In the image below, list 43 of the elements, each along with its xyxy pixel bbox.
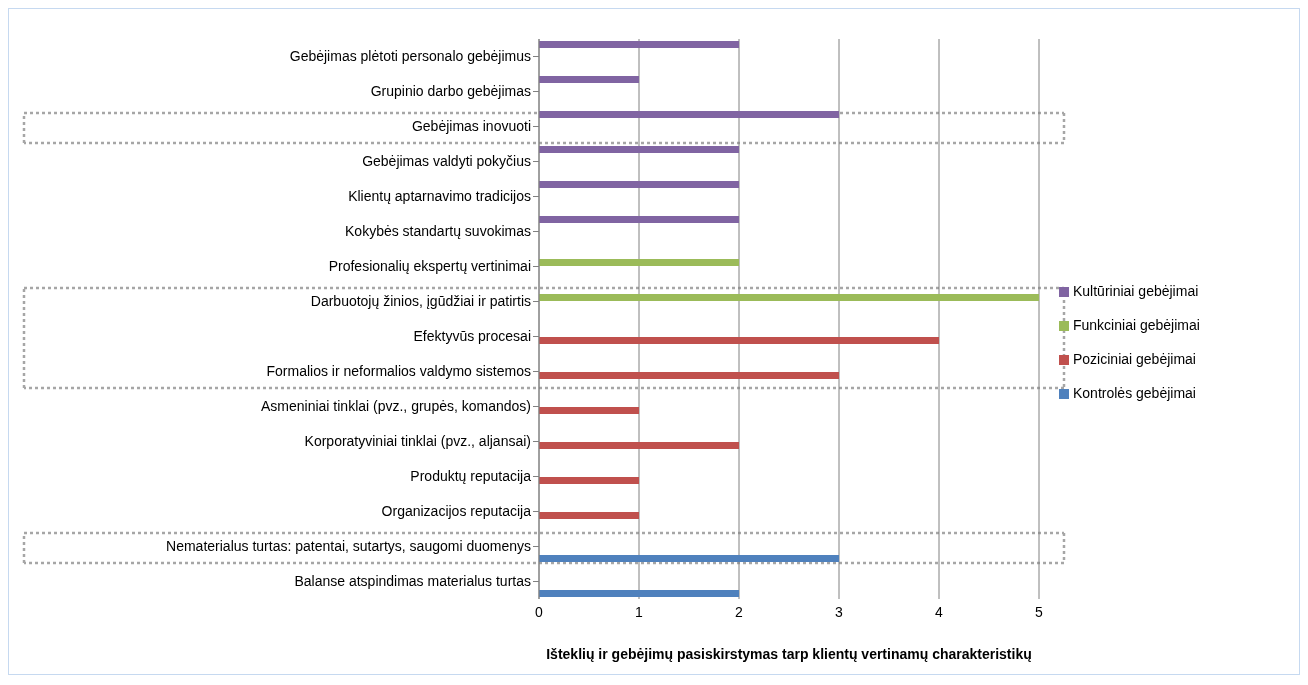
bar [539, 407, 639, 414]
y-tick-label: Darbuotojų žinios, įgūdžiai ir patirtis [310, 293, 531, 310]
y-tick-label: Klientų aptarnavimo tradicijos [348, 188, 531, 205]
legend-label: Kultūriniai gebėjimai [1073, 282, 1199, 299]
bar [539, 181, 739, 188]
legend-label: Funkciniai gebėjimai [1073, 316, 1200, 333]
bar [539, 76, 639, 83]
x-axis-title: Išteklių ir gebėjimų pasiskirstymas tarp klientų vertinamų charakteristikų [546, 646, 1032, 662]
bar [539, 512, 639, 519]
x-tick-label: 0 [535, 603, 544, 620]
y-tick-label: Korporatyviniai tinklai (pvz., aljansai) [304, 433, 531, 450]
bar [539, 259, 739, 266]
y-tick-label: Gebėjimas inovuoti [411, 118, 531, 135]
y-tick-label: Nematerialus turtas: patentai, sutartys, saugomi duomenys [166, 538, 531, 555]
x-tick-label: 4 [935, 603, 944, 620]
y-tick-label: Grupinio darbo gebėjimas [370, 83, 531, 100]
bar [539, 146, 739, 153]
x-tick-label: 3 [835, 603, 844, 620]
x-tick-label: 5 [1035, 603, 1044, 620]
y-tick-label: Produktų reputacija [410, 468, 532, 485]
y-tick-label: Kokybės standartų suvokimas [345, 223, 531, 240]
bar [539, 294, 1039, 301]
y-tick-label: Balanse atspindimas materialus turtas [294, 573, 531, 590]
bar [539, 590, 739, 597]
y-tick-label: Gebėjimas valdyti pokyčius [362, 153, 531, 170]
bar [539, 216, 739, 223]
bar [539, 477, 639, 484]
x-tick-label: 1 [635, 603, 644, 620]
y-tick-label: Asmeniniai tinklai (pvz., grupės, komandos) [260, 398, 531, 415]
y-tick-label: Organizacijos reputacija [381, 503, 532, 520]
y-tick-label: Formalios ir neformalios valdymo sistemos [266, 363, 531, 380]
bar [539, 555, 839, 562]
y-tick-label: Gebėjimas plėtoti personalo gebėjimus [289, 48, 531, 65]
bar [539, 372, 839, 379]
y-tick-label: Efektyvūs procesai [413, 328, 531, 345]
legend-label: Poziciniai gebėjimai [1073, 350, 1196, 367]
bar [539, 41, 739, 48]
bar [539, 111, 839, 118]
legend-label: Kontrolės gebėjimai [1073, 384, 1196, 401]
bar [539, 442, 739, 449]
y-tick-label: Profesionalių ekspertų vertinimai [328, 258, 531, 275]
bar [539, 337, 939, 344]
x-tick-label: 2 [735, 603, 744, 620]
